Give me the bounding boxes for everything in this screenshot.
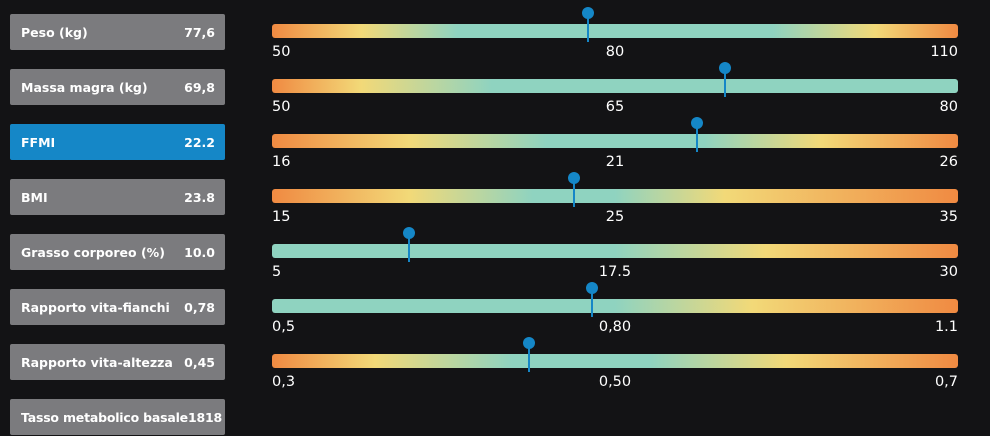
metric-value: 1818 [187,409,222,425]
range-mid-label: 21 [605,154,625,170]
range-max-label: 26 [939,154,958,170]
range-min-label: 50 [272,99,291,115]
value-marker [718,62,731,98]
value-marker [403,227,416,263]
metric-value: 23.8 [184,189,215,205]
gauge-rapporto-vita-altezza: 0,3 0,50 0,7 [272,337,958,396]
metric-label: Rapporto vita-fianchi [21,299,170,315]
gauge-grasso-corporeo: 5 17.5 30 [272,227,958,286]
marker-pin-icon [403,227,416,239]
range-bar [272,134,958,148]
metric-value: 22.2 [184,134,215,150]
range-bar [272,189,958,203]
metric-value: 0,78 [184,299,215,315]
range-min-label: 0,3 [272,374,296,390]
range-bar [272,244,958,258]
range-mid-label: 0,80 [598,319,632,335]
range-max-label: 1.1 [934,319,958,335]
range-max-label: 30 [939,264,958,280]
metric-label: Tasso metabolico basale [21,409,188,425]
marker-stem [591,290,594,317]
metric-value: 0,45 [184,354,215,370]
value-marker [586,282,599,318]
value-marker [581,7,594,43]
metric-value: 77,6 [184,24,215,40]
marker-stem [528,345,531,372]
range-mid-label: 17.5 [598,264,632,280]
gauge-peso: 50 80 110 [272,7,958,66]
range-mid-label: 0,50 [598,374,632,390]
range-bar [272,79,958,93]
metric-rapporto-vita-altezza[interactable]: Rapporto vita-altezza 0,45 [10,344,225,380]
metric-grasso-corporeo[interactable]: Grasso corporeo (%) 10.0 [10,234,225,270]
range-min-label: 50 [272,44,291,60]
range-min-label: 5 [272,264,282,280]
metric-value: 10.0 [184,244,215,260]
range-min-label: 16 [272,154,291,170]
metric-label: Rapporto vita-altezza [21,354,173,370]
range-max-label: 0,7 [934,374,958,390]
range-min-label: 0,5 [272,319,296,335]
metric-label: Massa magra (kg) [21,79,148,95]
marker-pin-icon [523,337,536,349]
gauge-rapporto-vita-fianchi: 0,5 0,80 1.1 [272,282,958,341]
metric-tasso-metabolico[interactable]: Tasso metabolico basale 1818 [10,399,225,435]
range-mid-label: 80 [605,44,625,60]
range-mid-label: 65 [605,99,625,115]
marker-pin-icon [691,117,704,129]
marker-stem [723,70,726,97]
metric-label: Grasso corporeo (%) [21,244,165,260]
metric-label: BMI [21,189,48,205]
metric-label: FFMI [21,134,56,150]
metric-peso[interactable]: Peso (kg) 77,6 [10,14,225,50]
metric-bmi[interactable]: BMI 23.8 [10,179,225,215]
marker-stem [586,15,589,42]
marker-stem [696,125,699,152]
metric-rapporto-vita-fianchi[interactable]: Rapporto vita-fianchi 0,78 [10,289,225,325]
gauge-ffmi: 16 21 26 [272,117,958,176]
metric-value: 69,8 [184,79,215,95]
marker-stem [408,235,411,262]
metric-massa-magra[interactable]: Massa magra (kg) 69,8 [10,69,225,105]
value-marker [523,337,536,373]
metric-label: Peso (kg) [21,24,88,40]
range-min-label: 15 [272,209,291,225]
gauge-bmi: 15 25 35 [272,172,958,231]
range-bar [272,354,958,368]
range-max-label: 110 [930,44,958,60]
marker-pin-icon [567,172,580,184]
metric-ffmi[interactable]: FFMI 22.2 [10,124,225,160]
marker-pin-icon [718,62,731,74]
range-max-label: 80 [939,99,958,115]
range-bar [272,299,958,313]
value-marker [691,117,704,153]
marker-pin-icon [586,282,599,294]
gauge-massa-magra: 50 65 80 [272,62,958,121]
range-bar [272,24,958,38]
value-marker [567,172,580,208]
range-max-label: 35 [939,209,958,225]
range-mid-label: 25 [605,209,625,225]
marker-stem [572,180,575,207]
marker-pin-icon [581,7,594,19]
